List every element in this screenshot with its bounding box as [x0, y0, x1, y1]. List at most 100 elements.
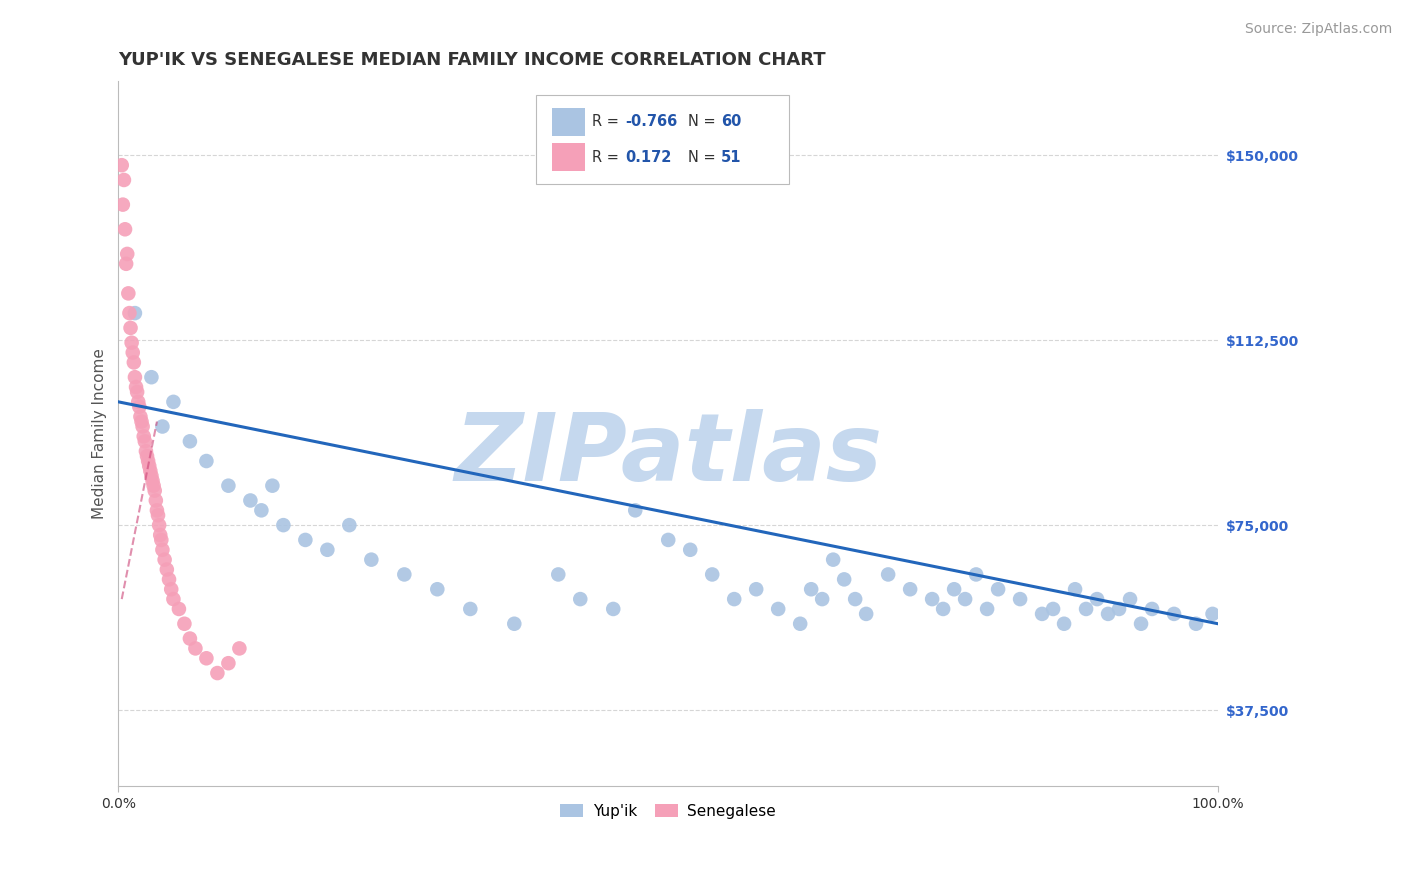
Text: 60: 60 — [721, 114, 741, 129]
Point — [138, 458, 160, 473]
Point — [157, 573, 180, 587]
Point — [460, 602, 482, 616]
Y-axis label: Median Family Income: Median Family Income — [93, 349, 107, 519]
Point — [316, 542, 339, 557]
FancyBboxPatch shape — [536, 95, 789, 184]
Point — [1185, 616, 1208, 631]
Point — [1140, 602, 1163, 616]
Point — [702, 567, 724, 582]
FancyBboxPatch shape — [551, 144, 585, 171]
Point — [131, 419, 153, 434]
Point — [262, 478, 284, 492]
Point — [624, 503, 647, 517]
Point — [394, 567, 416, 582]
Point — [943, 582, 966, 597]
Text: N =: N = — [688, 150, 720, 165]
Point — [360, 552, 382, 566]
Point — [152, 542, 174, 557]
Point — [112, 173, 135, 187]
Point — [122, 355, 145, 369]
Point — [426, 582, 449, 597]
Text: R =: R = — [592, 150, 624, 165]
Point — [111, 158, 134, 172]
Point — [195, 454, 218, 468]
Point — [115, 257, 138, 271]
Point — [115, 247, 138, 261]
Point — [228, 641, 250, 656]
Point — [124, 306, 146, 320]
Point — [121, 345, 143, 359]
Point — [179, 434, 201, 449]
Point — [745, 582, 768, 597]
Point — [953, 592, 976, 607]
Point — [121, 335, 143, 350]
Point — [184, 641, 207, 656]
Point — [766, 602, 789, 616]
Point — [152, 419, 174, 434]
Point — [153, 552, 176, 566]
Point — [125, 380, 148, 394]
Point — [217, 478, 239, 492]
Point — [547, 567, 569, 582]
Point — [723, 592, 745, 607]
Point — [1074, 602, 1097, 616]
Point — [179, 632, 201, 646]
Point — [149, 528, 172, 542]
Text: N =: N = — [688, 114, 720, 129]
Point — [987, 582, 1010, 597]
Point — [135, 444, 157, 458]
Point — [1053, 616, 1076, 631]
Point — [150, 533, 173, 547]
Point — [145, 493, 167, 508]
Point — [239, 493, 262, 508]
Point — [1201, 607, 1223, 621]
Legend: Yup'ik, Senegalese: Yup'ik, Senegalese — [554, 797, 782, 825]
Point — [569, 592, 592, 607]
Point — [127, 384, 149, 399]
Point — [173, 616, 195, 631]
Point — [273, 518, 295, 533]
Point — [167, 602, 190, 616]
Point — [142, 478, 165, 492]
Point — [136, 449, 159, 463]
Point — [129, 409, 152, 424]
Point — [217, 656, 239, 670]
Point — [844, 592, 866, 607]
Point — [143, 483, 166, 498]
Point — [160, 582, 183, 597]
Point — [503, 616, 526, 631]
Point — [127, 395, 149, 409]
Text: -0.766: -0.766 — [626, 114, 678, 129]
Point — [250, 503, 273, 517]
Point — [789, 616, 811, 631]
Point — [162, 592, 184, 607]
Point — [114, 222, 136, 236]
Point — [1163, 607, 1185, 621]
Point — [800, 582, 823, 597]
Point — [124, 370, 146, 384]
Point — [294, 533, 316, 547]
Point — [965, 567, 987, 582]
Point — [120, 321, 142, 335]
Point — [207, 666, 229, 681]
Point — [1119, 592, 1142, 607]
Point — [156, 562, 179, 576]
Point — [855, 607, 877, 621]
Point — [1031, 607, 1053, 621]
Text: YUP'IK VS SENEGALESE MEDIAN FAMILY INCOME CORRELATION CHART: YUP'IK VS SENEGALESE MEDIAN FAMILY INCOM… — [118, 51, 827, 69]
Point — [932, 602, 955, 616]
Point — [1130, 616, 1153, 631]
Point — [921, 592, 943, 607]
Point — [823, 552, 845, 566]
Point — [1085, 592, 1108, 607]
Point — [146, 508, 169, 523]
Point — [877, 567, 900, 582]
Text: 51: 51 — [721, 150, 741, 165]
Point — [1108, 602, 1130, 616]
Text: Source: ZipAtlas.com: Source: ZipAtlas.com — [1244, 22, 1392, 37]
Point — [117, 286, 139, 301]
Point — [118, 306, 141, 320]
Text: R =: R = — [592, 114, 624, 129]
Point — [146, 503, 169, 517]
Point — [1010, 592, 1032, 607]
